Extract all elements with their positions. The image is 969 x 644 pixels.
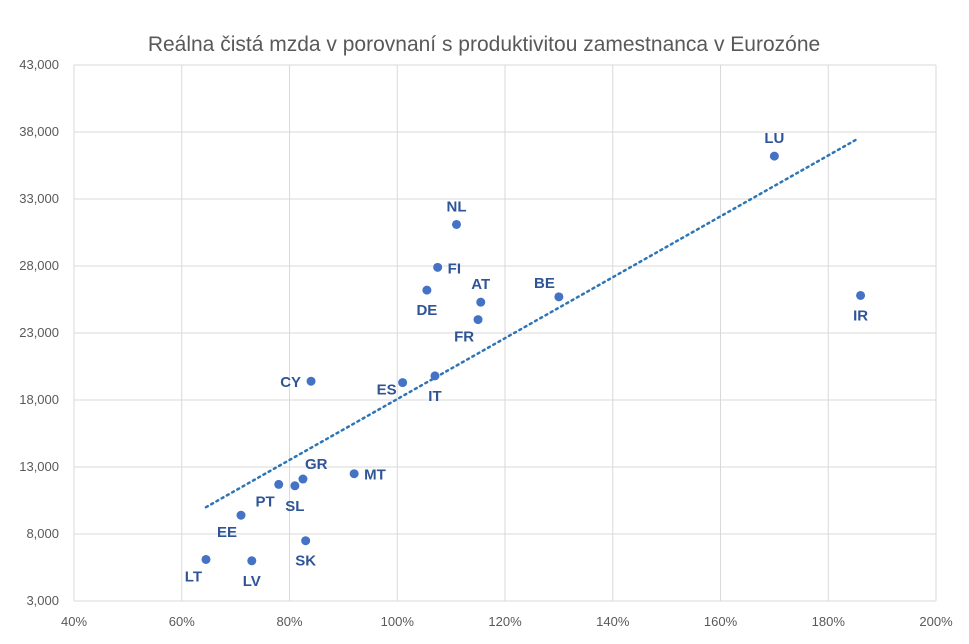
data-point-fi bbox=[433, 262, 443, 272]
data-label-lt: LT bbox=[185, 568, 202, 585]
data-label-sk: SK bbox=[295, 553, 316, 570]
x-tick-label: 180% bbox=[812, 614, 846, 629]
trendline-group bbox=[204, 137, 860, 509]
data-label-mt: MT bbox=[364, 467, 386, 484]
data-label-at: AT bbox=[471, 276, 490, 293]
data-point-cy bbox=[306, 376, 316, 386]
data-point-gr bbox=[298, 474, 308, 484]
data-label-sl: SL bbox=[285, 498, 304, 515]
data-point-lt bbox=[201, 554, 211, 564]
x-tick-label: 140% bbox=[596, 614, 630, 629]
y-tick-label: 8,000 bbox=[26, 526, 59, 541]
data-label-cy: CY bbox=[280, 374, 301, 391]
data-label-fi: FI bbox=[448, 260, 461, 277]
x-axis-ticks: 40% 60% 80% 100% 120% 140% 160% 180% 200% bbox=[61, 614, 953, 629]
data-labels: LU NL FI DE AT BE IR FR CY ES IT MT GR PT SL EE SK LT LV bbox=[185, 130, 868, 590]
y-axis-ticks: 3,000 8,000 13,000 18,000 23,000 28,000 33,000… bbox=[19, 57, 59, 608]
data-point-pt bbox=[274, 479, 284, 489]
data-label-gr: GR bbox=[305, 456, 328, 473]
y-tick-label: 28,000 bbox=[19, 258, 59, 273]
data-point-it bbox=[430, 371, 440, 381]
data-label-ee: EE bbox=[217, 524, 237, 541]
data-point-nl bbox=[452, 219, 462, 229]
x-tick-label: 40% bbox=[61, 614, 87, 629]
data-point-lu bbox=[769, 151, 779, 161]
data-label-be: BE bbox=[534, 275, 555, 292]
x-tick-label: 60% bbox=[169, 614, 195, 629]
trendline bbox=[204, 137, 860, 509]
x-tick-label: 160% bbox=[704, 614, 738, 629]
data-point-be bbox=[554, 292, 564, 302]
data-label-de: DE bbox=[416, 302, 437, 319]
y-tick-label: 23,000 bbox=[19, 325, 59, 340]
chart-title: Reálna čistá mzda v porovnaní s produkti… bbox=[148, 33, 820, 56]
data-label-es: ES bbox=[377, 382, 397, 399]
x-tick-label: 100% bbox=[381, 614, 415, 629]
data-point-sl bbox=[290, 481, 300, 491]
data-label-fr: FR bbox=[454, 329, 474, 346]
data-point-at bbox=[476, 297, 486, 307]
data-label-it: IT bbox=[428, 388, 441, 405]
data-point-ee bbox=[236, 510, 246, 520]
data-label-ir: IR bbox=[853, 307, 868, 324]
y-tick-label: 38,000 bbox=[19, 124, 59, 139]
data-point-es bbox=[398, 378, 408, 388]
data-points bbox=[201, 151, 866, 566]
y-tick-label: 13,000 bbox=[19, 459, 59, 474]
data-label-lu: LU bbox=[764, 130, 784, 147]
data-point-lv bbox=[247, 556, 257, 566]
y-tick-label: 3,000 bbox=[26, 593, 59, 608]
data-label-lv: LV bbox=[243, 573, 261, 590]
y-tick-label: 18,000 bbox=[19, 392, 59, 407]
data-point-mt bbox=[349, 469, 359, 479]
x-tick-label: 120% bbox=[488, 614, 522, 629]
x-tick-label: 80% bbox=[276, 614, 302, 629]
data-point-de bbox=[422, 285, 432, 295]
data-label-pt: PT bbox=[256, 493, 275, 510]
y-tick-label: 43,000 bbox=[19, 57, 59, 72]
y-tick-label: 33,000 bbox=[19, 191, 59, 206]
grid bbox=[73, 64, 937, 602]
data-point-ir bbox=[856, 290, 866, 300]
x-tick-label: 200% bbox=[919, 614, 953, 629]
data-label-nl: NL bbox=[447, 198, 467, 215]
data-point-sk bbox=[301, 536, 311, 546]
data-point-fr bbox=[473, 315, 483, 325]
